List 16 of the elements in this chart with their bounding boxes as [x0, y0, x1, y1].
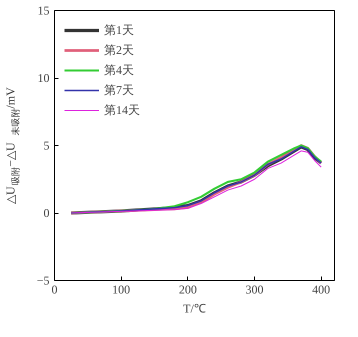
y-tick-label: 0 [44, 206, 50, 220]
x-axis-title: T/℃ [183, 302, 206, 316]
y-tick-label: −5 [36, 274, 50, 288]
x-tick-label: 100 [112, 282, 130, 296]
x-tick-label: 200 [178, 282, 197, 296]
y-tick-label: 10 [38, 71, 50, 85]
y-tick-label: 15 [38, 4, 50, 18]
legend-label: 第14天 [104, 102, 140, 118]
legend-label: 第1天 [104, 22, 134, 38]
legend-label: 第7天 [104, 82, 134, 98]
legend-label: 第2天 [104, 42, 134, 58]
legend-label: 第4天 [104, 62, 134, 78]
x-tick-label: 300 [246, 282, 264, 296]
y-tick-label: 5 [44, 138, 50, 152]
y-axis-title: △U吸附−△U未吸附/mV [4, 86, 20, 204]
x-tick-label: 400 [312, 282, 330, 296]
